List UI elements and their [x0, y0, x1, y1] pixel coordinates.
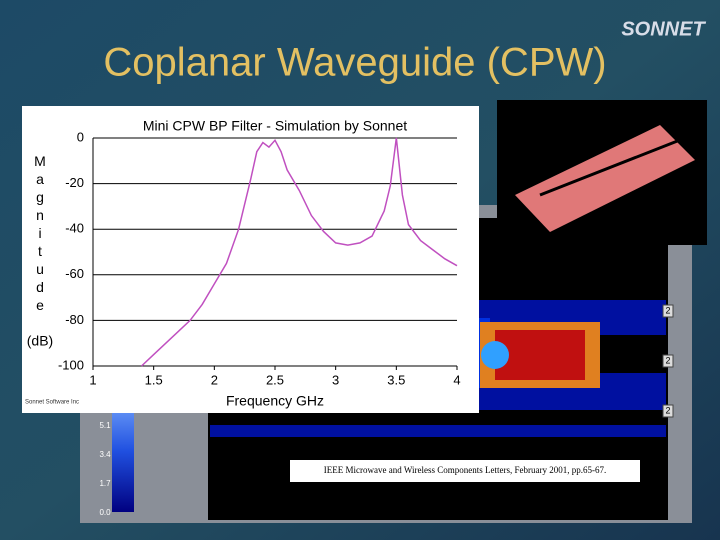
port-label: 2	[665, 405, 670, 415]
y-tick-label: -80	[65, 312, 84, 327]
citation: IEEE Microwave and Wireless Components L…	[324, 465, 606, 475]
field-region	[210, 425, 666, 437]
field-hot	[495, 330, 585, 380]
x-tick-label: 4	[453, 372, 460, 387]
chart-title: Mini CPW BP Filter - Simulation by Sonne…	[143, 118, 407, 134]
x-axis-label: Frequency GHz	[226, 393, 324, 409]
y-tick-label: -40	[65, 221, 84, 236]
port-box	[662, 354, 674, 368]
y-tick-label: -60	[65, 266, 84, 281]
y-tick-label: 0	[77, 129, 84, 144]
y-tick-label: -20	[65, 175, 84, 190]
x-tick-label: 1.5	[145, 372, 163, 387]
credit: Sonnet Software Inc	[25, 400, 79, 406]
logo: SONNET	[621, 18, 706, 40]
port-label: 2	[665, 355, 670, 365]
port-box	[662, 304, 674, 318]
cpw-strip	[539, 138, 681, 197]
colorbar-label: 1.7	[99, 479, 111, 488]
x-tick-label: 2.5	[266, 372, 284, 387]
data-line	[141, 137, 458, 367]
field-line	[600, 335, 666, 373]
y-tick-label: -100	[58, 357, 84, 372]
x-tick-label: 3.5	[387, 372, 405, 387]
port-label: 2	[665, 305, 670, 315]
chart-box	[22, 106, 479, 413]
field-spot	[481, 341, 509, 369]
colorbar-label: 0.0	[99, 508, 111, 517]
y-axis-unit: (dB)	[27, 333, 53, 349]
port-box	[662, 404, 674, 418]
x-tick-label: 1	[89, 372, 96, 387]
citation-box	[290, 460, 640, 482]
colorbar	[112, 390, 134, 512]
slide-title: Coplanar Waveguide (CPW)	[103, 41, 606, 85]
colorbar-label: 3.4	[99, 450, 111, 459]
x-tick-label: 2	[211, 372, 218, 387]
x-tick-label: 3	[332, 372, 339, 387]
colorbar-label: 5.1	[99, 421, 111, 430]
